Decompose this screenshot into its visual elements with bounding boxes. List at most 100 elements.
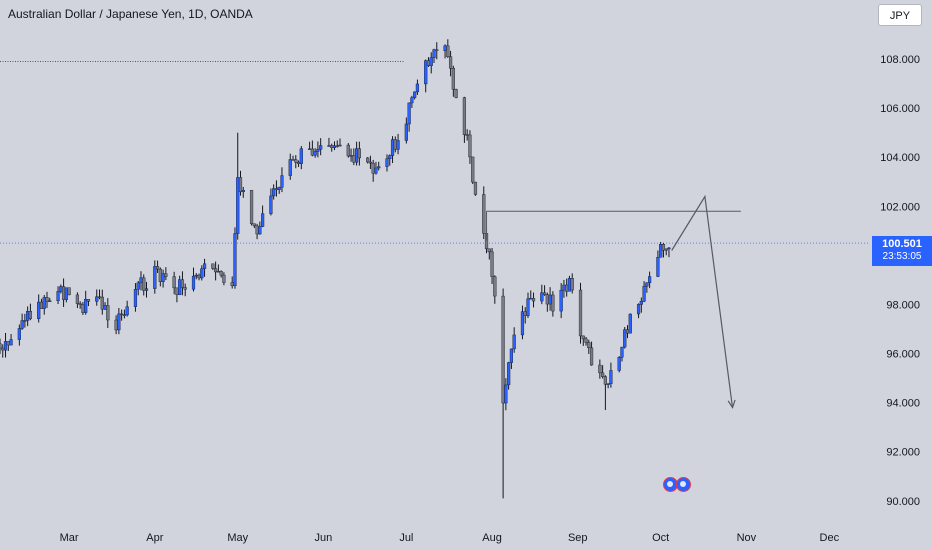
candle-bull — [377, 167, 380, 168]
economic-event-flag-icon[interactable] — [676, 477, 691, 492]
last-price-value: 100.501 — [872, 238, 932, 251]
y-tick-label: 108.000 — [880, 54, 920, 66]
candle-bull — [560, 290, 563, 311]
candle-bull — [621, 347, 624, 357]
candle-bear — [524, 312, 527, 316]
candle-bull — [629, 314, 632, 333]
candle-bear — [471, 157, 474, 182]
candle-bull — [137, 283, 140, 289]
candle-bear — [239, 178, 242, 192]
candle-bull — [117, 314, 120, 330]
x-tick-label: Mar — [60, 532, 79, 544]
x-tick-label: Apr — [146, 532, 163, 544]
candle-bull — [410, 98, 413, 103]
candle-bull — [59, 287, 62, 292]
candle-bull — [10, 340, 13, 345]
y-tick-label: 102.000 — [880, 201, 920, 213]
candle-bear — [294, 160, 297, 163]
candle-bear — [0, 344, 1, 348]
candle-bear — [452, 68, 455, 89]
candle-bear — [543, 293, 546, 295]
y-tick-label: 92.000 — [886, 447, 920, 459]
candle-bull — [281, 176, 284, 188]
candle-bull — [200, 269, 203, 278]
candle-bear — [372, 163, 375, 173]
y-tick-label: 96.000 — [886, 349, 920, 361]
x-tick-label: Oct — [652, 532, 669, 544]
candle-bull — [48, 301, 51, 302]
candle-bull — [618, 357, 621, 370]
candle-bull — [145, 289, 148, 291]
candle-bear — [435, 50, 438, 51]
candle-bull — [314, 151, 317, 155]
candle-bull — [645, 283, 648, 286]
candle-bull — [391, 140, 394, 156]
candle-bull — [328, 145, 331, 146]
candle-bull — [104, 305, 107, 309]
candle-bear — [493, 277, 496, 296]
candle-bear — [604, 377, 607, 385]
candle-bear — [446, 46, 449, 57]
candle-bull — [278, 187, 281, 190]
candle-bull — [665, 249, 668, 251]
candle-bear — [427, 61, 430, 66]
candle-bear — [253, 224, 256, 226]
candle-bear — [308, 149, 311, 150]
candle-bear — [502, 296, 505, 403]
candle-bull — [43, 297, 46, 308]
candle-bull — [668, 248, 671, 249]
candle-bear — [532, 298, 535, 301]
candle-bear — [551, 295, 554, 311]
candle-bull — [521, 312, 524, 335]
candle-bear — [474, 182, 477, 194]
candle-bear — [101, 297, 104, 309]
candle-bear — [292, 160, 295, 161]
bar-countdown: 23:53:05 — [872, 251, 932, 263]
candle-bull — [261, 214, 264, 227]
currency-button[interactable]: JPY — [878, 4, 922, 26]
candle-bear — [330, 145, 333, 147]
candle-bull — [416, 84, 419, 92]
candle-bear — [601, 373, 604, 377]
candle-bear — [220, 271, 223, 275]
candle-bear — [211, 264, 214, 269]
candle-bull — [57, 291, 60, 300]
candle-bull — [234, 234, 237, 286]
candle-bear — [491, 252, 494, 277]
candle-bull — [397, 140, 400, 149]
candle-bear — [98, 297, 101, 298]
candle-bull — [26, 311, 29, 320]
candle-bull — [444, 46, 447, 51]
candle-bull — [648, 276, 651, 282]
x-tick-label: Aug — [482, 532, 502, 544]
candle-bear — [585, 339, 588, 343]
candle-bear — [123, 315, 126, 316]
candle-bull — [37, 302, 40, 319]
symbol-title: Australian Dollar / Japanese Yen, 1D, OA… — [8, 7, 253, 21]
candle-bull — [549, 295, 552, 304]
candle-bull — [657, 257, 660, 276]
candle-bear — [62, 287, 65, 300]
candle-bear — [76, 295, 79, 304]
candle-bull — [21, 321, 24, 329]
candle-bull — [270, 196, 273, 214]
candle-bull — [610, 370, 613, 383]
candle-bull — [640, 301, 643, 304]
candle-bear — [582, 336, 585, 339]
candle-bear — [347, 145, 350, 156]
candle-bear — [369, 162, 372, 163]
candle-bull — [405, 124, 408, 140]
candle-bull — [333, 146, 336, 148]
economic-events[interactable] — [663, 477, 695, 494]
candle-bull — [386, 159, 389, 167]
candle-bull — [236, 178, 239, 234]
candle-bear — [587, 342, 590, 347]
candle-bear — [482, 195, 485, 234]
candle-bull — [23, 320, 26, 321]
candle-bear — [394, 140, 397, 150]
candle-bear — [463, 98, 466, 135]
candle-bull — [18, 328, 21, 339]
candle-bear — [106, 305, 109, 320]
